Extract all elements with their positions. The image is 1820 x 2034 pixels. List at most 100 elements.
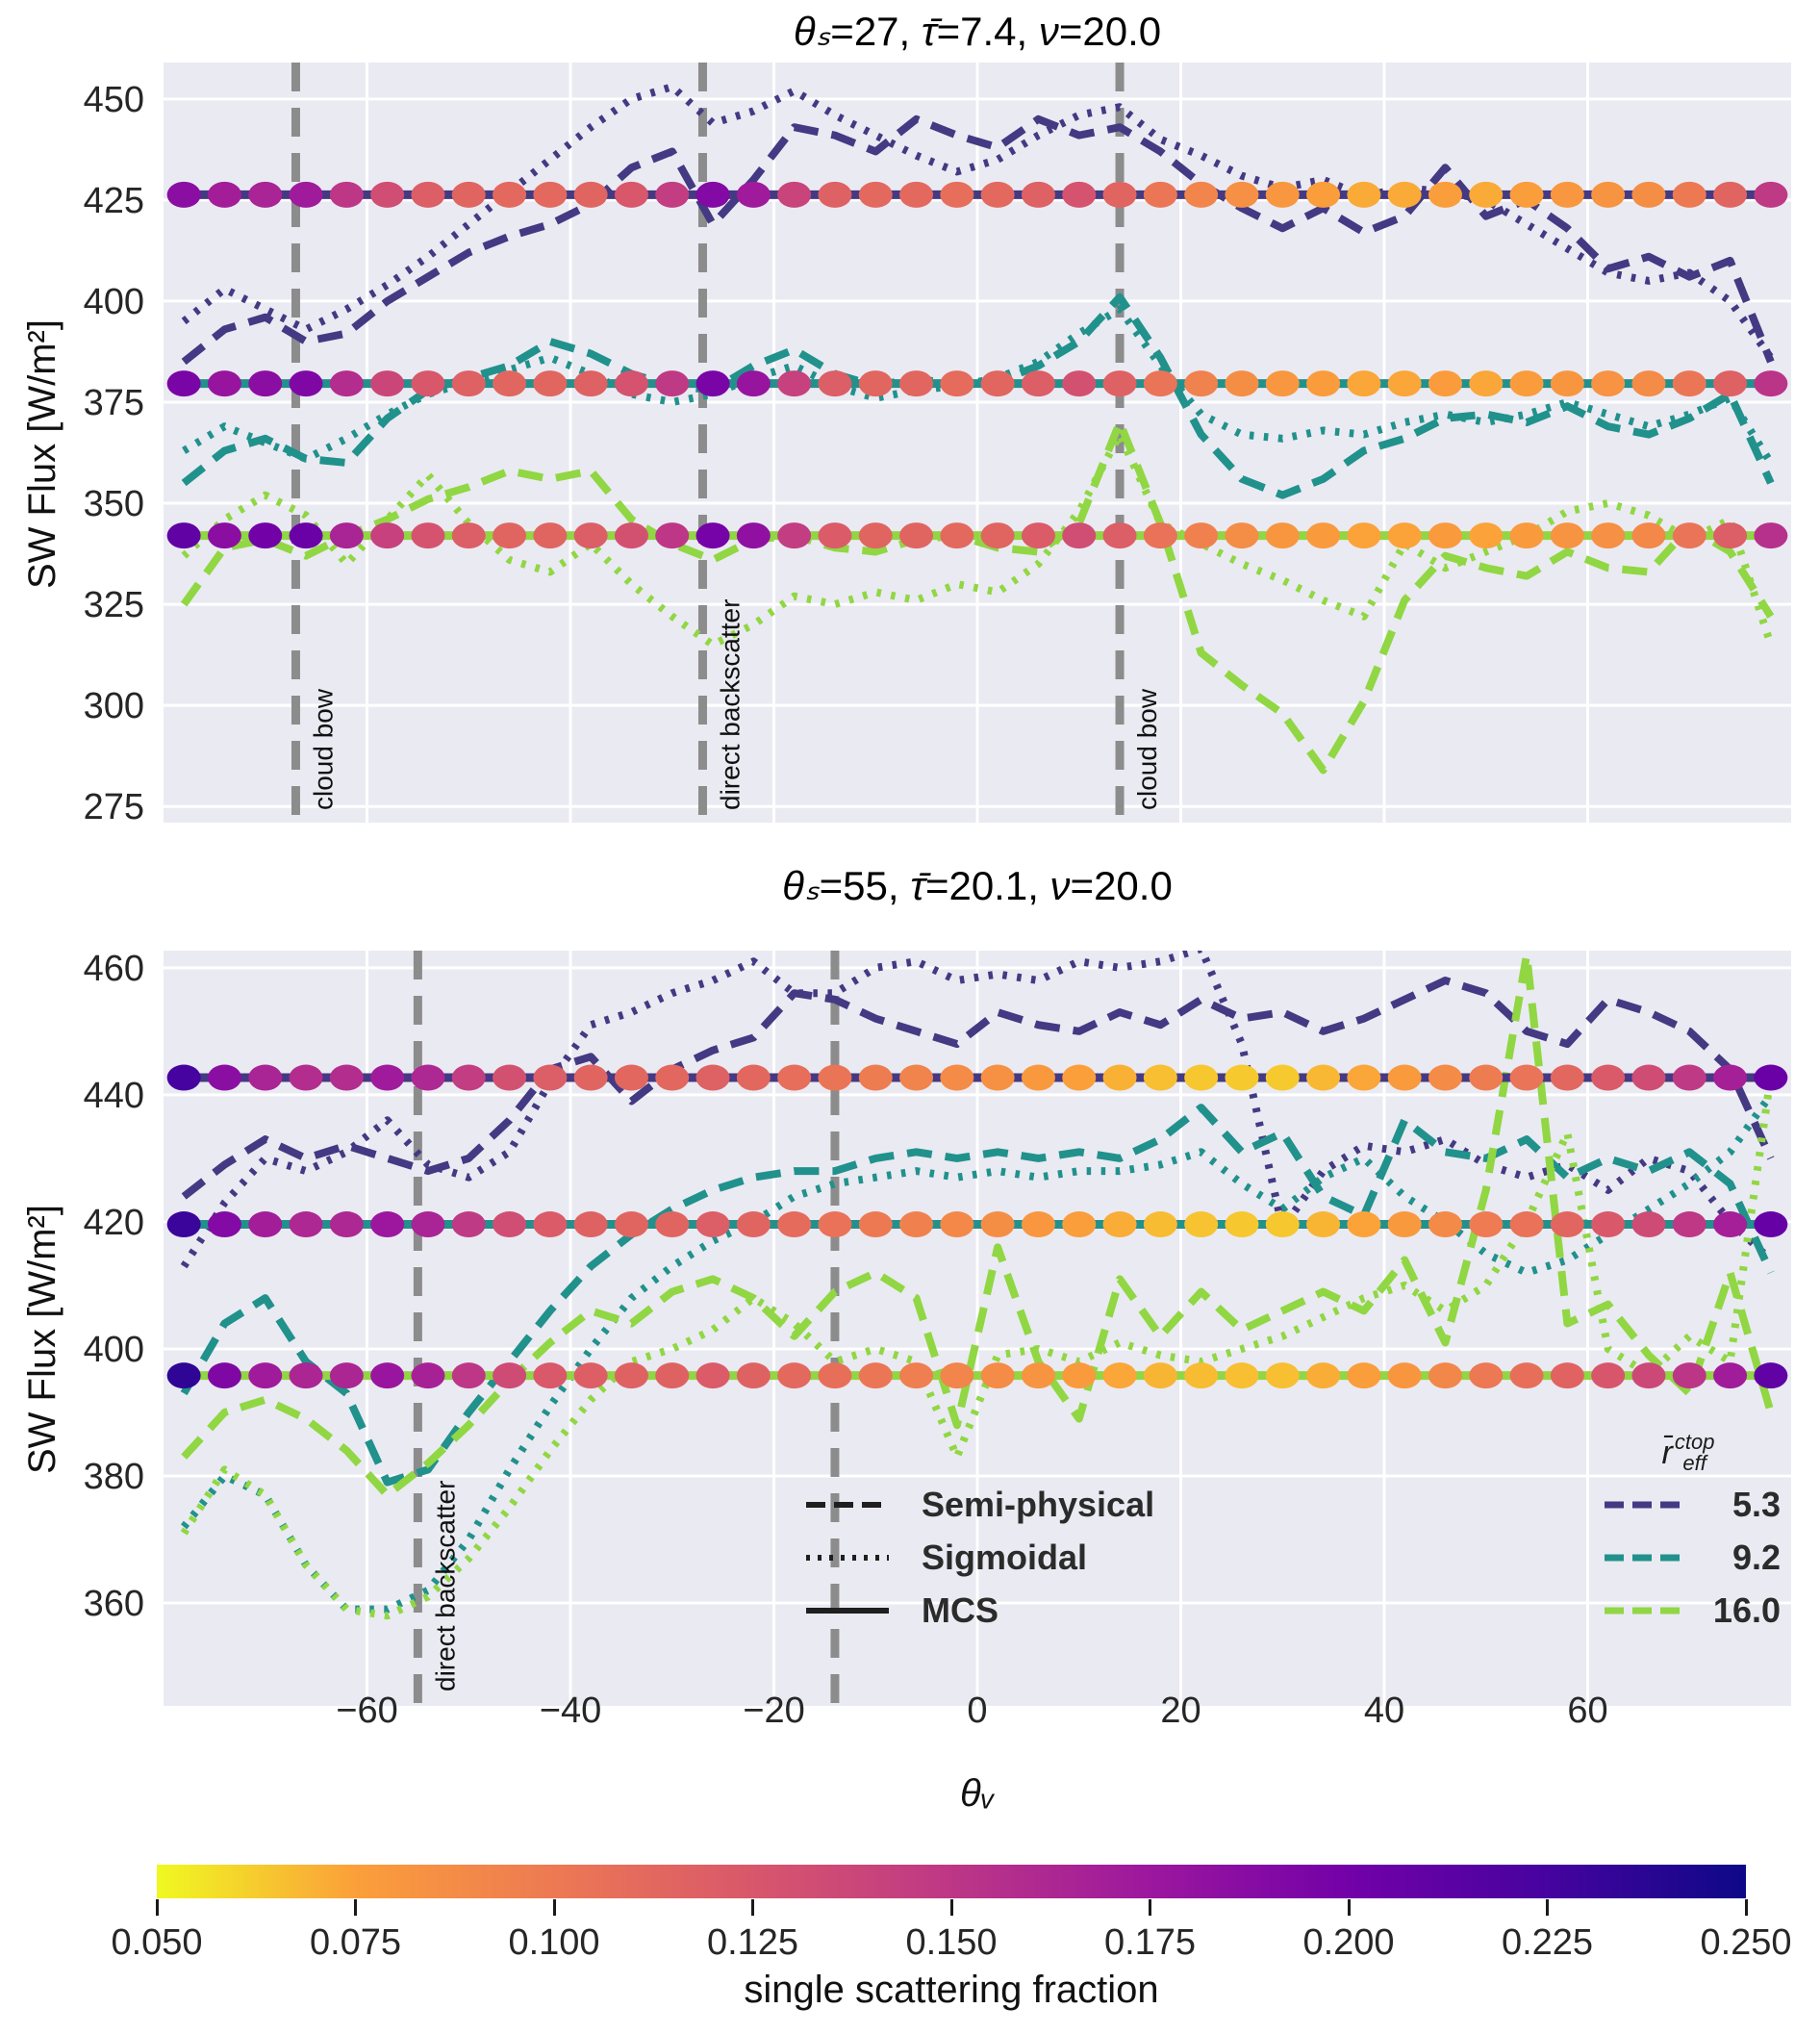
colorbar-tick — [1744, 1899, 1748, 1916]
y-tick-label: 275 — [84, 787, 144, 827]
colorbar-tick-label: 0.050 — [111, 1922, 203, 1963]
x-tick-label: 60 — [1567, 1691, 1607, 1731]
colorbar-tick — [354, 1899, 357, 1916]
series-sigmoidal-5.3 — [181, 83, 1775, 361]
reff-label: 9.2 — [1732, 1537, 1781, 1577]
legend-item-semi-physical: Semi-physical — [804, 1478, 1154, 1531]
legend-item-sigmoidal: Sigmoidal — [804, 1531, 1154, 1584]
series-sigmoidal-9.2 — [182, 305, 1775, 466]
teal-dash-sample — [1605, 1554, 1682, 1561]
reff-subscript: eff — [1682, 1451, 1706, 1475]
y-tick-label: 380 — [84, 1457, 144, 1497]
green-dash-sample — [1605, 1607, 1682, 1614]
legend-label: Semi-physical — [922, 1484, 1155, 1524]
x-tick-label: −20 — [743, 1691, 804, 1731]
colorbar-tick-label: 0.175 — [1103, 1922, 1197, 1963]
reff-legend: r̄ ctop eff 5.3 9.2 16.0 — [1589, 1428, 1787, 1637]
colorbar-tick-label: 0.075 — [309, 1922, 402, 1963]
y-tick-label: 400 — [84, 282, 144, 322]
colorbar — [157, 1865, 1746, 1898]
reff-item-16-0: 16.0 — [1589, 1584, 1787, 1637]
solid-line-sample — [806, 1607, 889, 1614]
y-tick-label: 325 — [84, 585, 144, 625]
y-tick-label: 350 — [84, 484, 144, 524]
vline-label: direct backscatter — [430, 1481, 460, 1691]
panel1-title: θₛ=27, τ̄=7.4, ν=20.0 — [793, 9, 1162, 54]
panel-2: direct backscatter360380400420440460−60−… — [84, 949, 1791, 1731]
theta-s-symbol: θₛ — [793, 9, 831, 54]
y-tick-label: 400 — [84, 1330, 144, 1370]
panel2-y-axis-label: SW Flux [W/m²] — [21, 1205, 63, 1474]
colorbar-tick-label: 0.200 — [1302, 1922, 1395, 1963]
y-tick-label: 420 — [84, 1203, 144, 1243]
x-tick-label: −40 — [540, 1691, 601, 1731]
colorbar-label: single scattering fraction — [744, 1969, 1159, 2011]
panel2-title: θₛ=55, τ̄=20.1, ν=20.0 — [782, 863, 1173, 908]
colorbar-tick — [552, 1899, 556, 1916]
nu-symbol: ν — [1049, 863, 1071, 908]
colorbar-tick-label: 0.125 — [706, 1922, 799, 1963]
x-axis-label: θᵥ — [960, 1772, 995, 1815]
scatter-row-9.2 — [166, 1211, 1788, 1238]
x-tick-label: 0 — [967, 1691, 987, 1731]
theta-s-symbol: θₛ — [782, 863, 820, 908]
series-semi-physical-5.3 — [181, 977, 1775, 1200]
vline-label: cloud bow — [1132, 688, 1162, 810]
reff-item-5-3: 5.3 — [1589, 1478, 1787, 1531]
scatter-row-9.2 — [166, 370, 1788, 397]
series-semi-physical-5.3 — [181, 114, 1775, 366]
colorbar-tick-label: 0.150 — [905, 1922, 998, 1963]
series-sigmoidal-9.2 — [181, 1092, 1775, 1614]
colorbar-tick — [1347, 1899, 1351, 1916]
series-sigmoidal-16.0 — [181, 430, 1775, 649]
x-tick-label: −60 — [336, 1691, 397, 1731]
nu-symbol: ν — [1038, 9, 1059, 54]
series-sigmoidal-16.0 — [180, 1075, 1775, 1620]
x-tick-label: 20 — [1160, 1691, 1201, 1731]
y-tick-label: 375 — [84, 383, 144, 423]
series-semi-physical-16.0 — [181, 951, 1775, 1499]
reff-item-9-2: 9.2 — [1589, 1531, 1787, 1584]
scatter-row-5.3 — [166, 181, 1788, 208]
tau-symbol: τ̄ — [910, 863, 925, 908]
legend-label: MCS — [922, 1589, 998, 1630]
colorbar-tick — [155, 1899, 159, 1916]
y-tick-label: 460 — [84, 949, 144, 989]
scatter-row-16.0 — [166, 1362, 1788, 1389]
y-tick-label: 440 — [84, 1076, 144, 1116]
reff-superscript: ctop — [1674, 1430, 1715, 1454]
legend-item-mcs: MCS — [804, 1584, 1154, 1637]
y-tick-label: 425 — [84, 181, 144, 221]
y-tick-label: 360 — [84, 1584, 144, 1624]
tau-symbol: τ̄ — [921, 9, 937, 54]
purple-dash-sample — [1605, 1501, 1682, 1508]
colorbar-tick — [751, 1899, 754, 1916]
x-tick-label: 40 — [1364, 1691, 1404, 1731]
series-sigmoidal-5.3 — [180, 951, 1774, 1269]
scatter-row-16.0 — [166, 522, 1788, 549]
colorbar-tick-label: 0.100 — [508, 1922, 600, 1963]
vline-label: cloud bow — [308, 688, 338, 810]
legend-label: Sigmoidal — [922, 1537, 1088, 1577]
dotted-line-sample — [806, 1554, 889, 1561]
panel-1: cloud bow direct backscatter cloud bow 275 3… — [84, 63, 1791, 827]
scatter-row-5.3 — [166, 1064, 1788, 1091]
panel1-y-axis-label: SW Flux [W/m²] — [21, 319, 63, 589]
y-tick-label: 450 — [84, 80, 144, 120]
reff-label: 5.3 — [1732, 1484, 1781, 1524]
dashed-line-sample — [806, 1501, 889, 1508]
series-semi-physical-16.0 — [180, 418, 1775, 775]
colorbar-tick-label: 0.225 — [1501, 1922, 1594, 1963]
colorbar-tick — [1149, 1899, 1151, 1916]
reff-label: 16.0 — [1712, 1589, 1781, 1630]
colorbar-tick — [949, 1899, 953, 1916]
colorbar-tick-label: 0.250 — [1700, 1922, 1792, 1963]
y-tick-label: 300 — [84, 686, 144, 726]
line-style-legend: Semi-physical Sigmoidal MCS — [804, 1478, 1154, 1637]
vline-label: direct backscatter — [715, 599, 745, 810]
series-semi-physical-9.2 — [180, 1104, 1775, 1487]
reff-legend-title: r̄ ctop eff — [1661, 1430, 1715, 1475]
colorbar-tick — [1546, 1899, 1549, 1916]
